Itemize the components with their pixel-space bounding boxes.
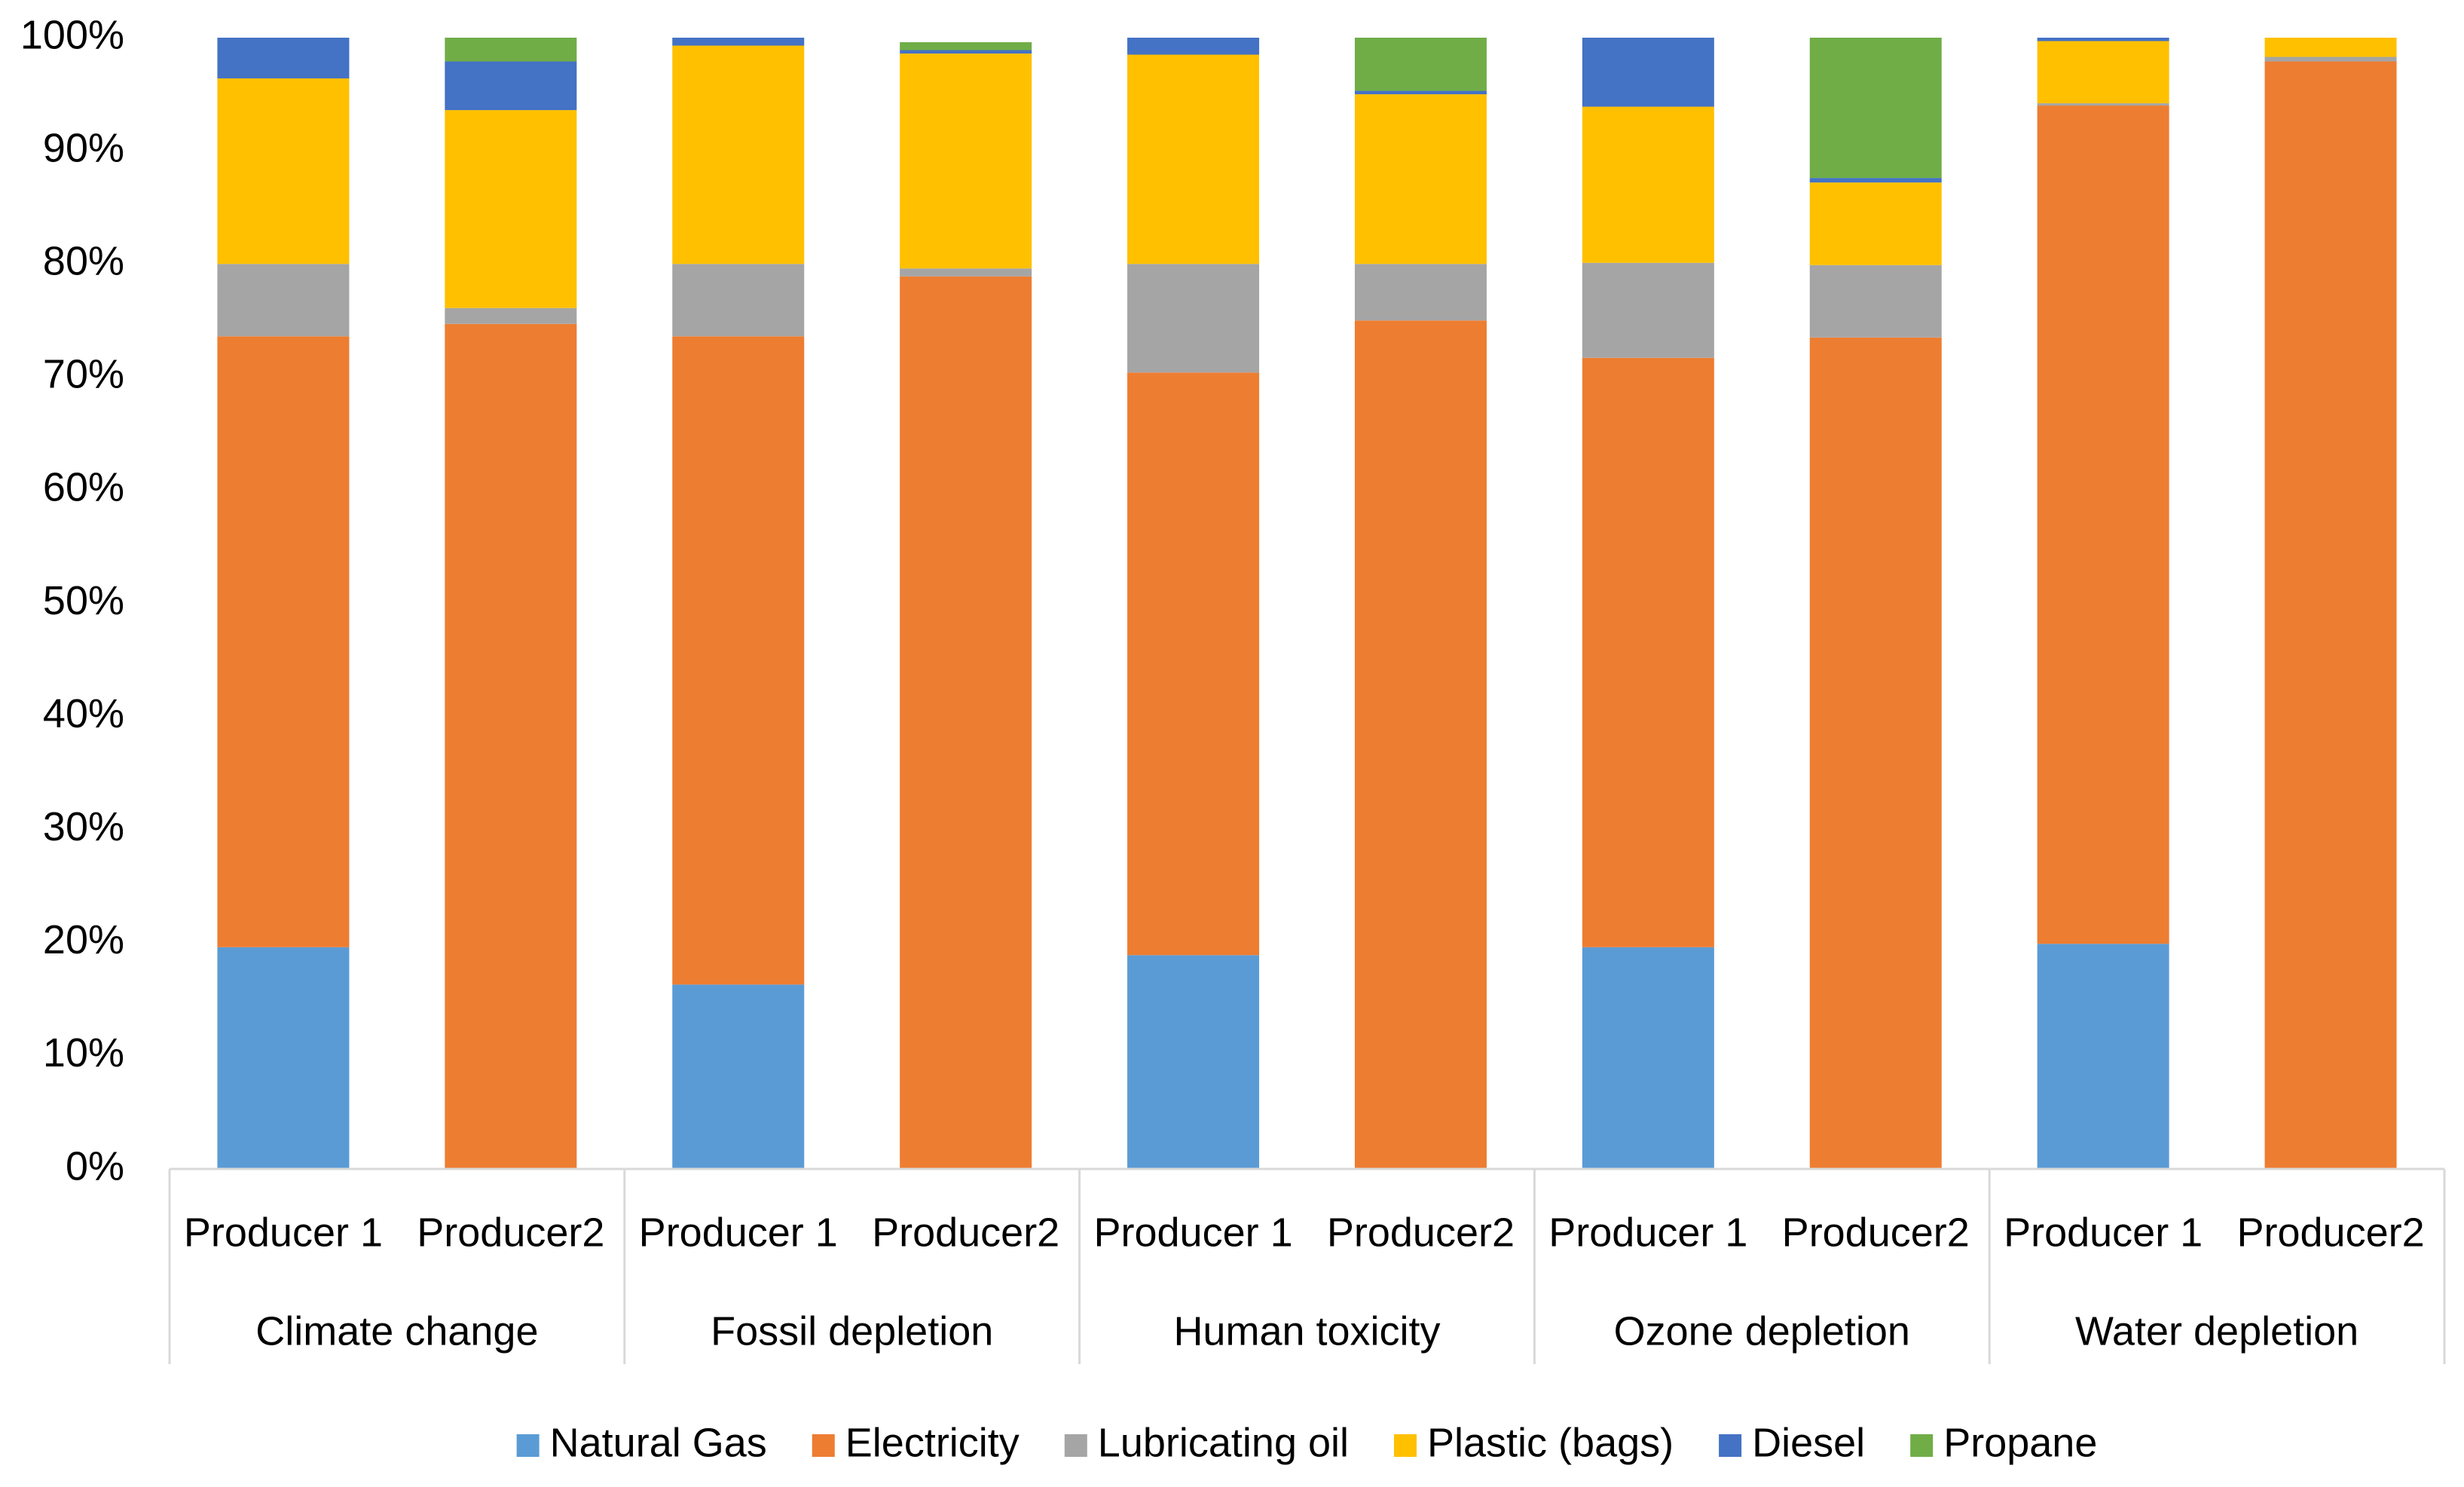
bar-segment	[2037, 944, 2169, 1169]
bar-segment	[217, 38, 350, 79]
bar-segment	[2264, 61, 2397, 1169]
bar-segment	[2264, 38, 2397, 57]
bar-segment	[900, 54, 1032, 269]
bar-segment	[1582, 38, 1714, 107]
y-tick-label: 30%	[43, 804, 124, 849]
legend-swatch	[1394, 1434, 1417, 1457]
legend-label: Plastic (bags)	[1427, 1420, 1674, 1465]
bar-segment	[1354, 38, 1487, 91]
bar-segment	[1582, 357, 1714, 947]
y-tick-label: 50%	[43, 578, 124, 623]
legend-swatch	[516, 1434, 540, 1457]
legend-label: Propane	[1943, 1420, 2097, 1465]
bar-segment	[2037, 41, 2169, 104]
bar-segment	[1127, 372, 1260, 956]
y-tick-label: 20%	[43, 917, 124, 962]
bar-segment	[2264, 57, 2397, 62]
bar-segment	[1127, 38, 1260, 55]
group-label: Human toxicity	[1173, 1308, 1440, 1354]
y-tick-label: 40%	[43, 691, 124, 736]
bar-segment	[672, 45, 805, 265]
y-tick-label: 60%	[43, 465, 124, 510]
bar-segment	[1354, 94, 1487, 265]
bar-segment	[672, 38, 805, 46]
bar-segment	[1809, 178, 1942, 183]
bar-segment	[900, 268, 1032, 277]
bar-segment	[900, 42, 1032, 50]
bar-segment	[217, 78, 350, 265]
bar-segment	[672, 336, 805, 985]
bar-segment	[1354, 320, 1487, 1169]
legend-label: Lubricating oil	[1098, 1420, 1349, 1465]
group-label: Fossil depletion	[711, 1308, 993, 1354]
y-tick-label: 90%	[43, 125, 124, 170]
bar-segment	[1809, 265, 1942, 338]
bar-segment	[1809, 38, 1942, 179]
bar-segment	[2037, 106, 2169, 944]
group-label: Water depletion	[2075, 1308, 2359, 1354]
group-label: Climate change	[255, 1308, 538, 1354]
bar-segment	[1127, 54, 1260, 265]
legend-swatch	[1064, 1434, 1087, 1457]
bar-segment	[445, 323, 577, 1170]
bar-segment	[1127, 955, 1260, 1169]
x-tick-label: Producer 1	[184, 1210, 383, 1255]
bar-segment	[2037, 103, 2169, 106]
legend-swatch	[1719, 1434, 1742, 1457]
legend-swatch	[812, 1434, 835, 1457]
x-tick-label: Producer2	[1782, 1210, 1970, 1255]
bar-segment	[1582, 262, 1714, 358]
bar-segment	[1127, 264, 1260, 373]
bar-segment	[445, 307, 577, 324]
bar-segment	[445, 110, 577, 308]
bar-segment	[672, 264, 805, 337]
y-tick-label: 70%	[43, 352, 124, 397]
bar-segment	[1354, 264, 1487, 321]
legend-label: Natural Gas	[550, 1420, 767, 1465]
bar-segment	[1809, 182, 1942, 265]
y-tick-label: 10%	[43, 1030, 124, 1075]
x-tick-label: Producer 1	[639, 1210, 838, 1255]
bar-segment	[1582, 947, 1714, 1169]
x-tick-label: Producer 1	[2004, 1210, 2203, 1255]
x-tick-label: Producer 1	[1093, 1210, 1292, 1255]
x-tick-label: Producer 1	[1548, 1210, 1747, 1255]
bar-segment	[2037, 38, 2169, 41]
bar-segment	[445, 38, 577, 62]
bar-segment	[1354, 90, 1487, 95]
legend-swatch	[1910, 1434, 1934, 1457]
x-tick-label: Producer2	[2236, 1210, 2424, 1255]
x-tick-label: Producer2	[1327, 1210, 1515, 1255]
group-label: Ozone depletion	[1614, 1308, 1910, 1354]
bar-segment	[900, 276, 1032, 1170]
bar-segment	[217, 336, 350, 947]
legend-label: Electricity	[845, 1420, 1020, 1465]
legend-label: Diesel	[1752, 1420, 1865, 1465]
bar-segment	[217, 264, 350, 337]
x-tick-label: Producer2	[872, 1210, 1059, 1255]
bar-segment	[1809, 337, 1942, 1169]
bar-segment	[445, 61, 577, 111]
bar-segment	[217, 947, 350, 1169]
y-tick-label: 0%	[66, 1143, 124, 1189]
bar-segment	[1582, 106, 1714, 263]
bar-segment	[672, 984, 805, 1169]
x-tick-label: Producer2	[417, 1210, 604, 1255]
bar-segment	[900, 50, 1032, 54]
y-tick-label: 80%	[43, 238, 124, 283]
y-tick-label: 100%	[20, 12, 124, 57]
